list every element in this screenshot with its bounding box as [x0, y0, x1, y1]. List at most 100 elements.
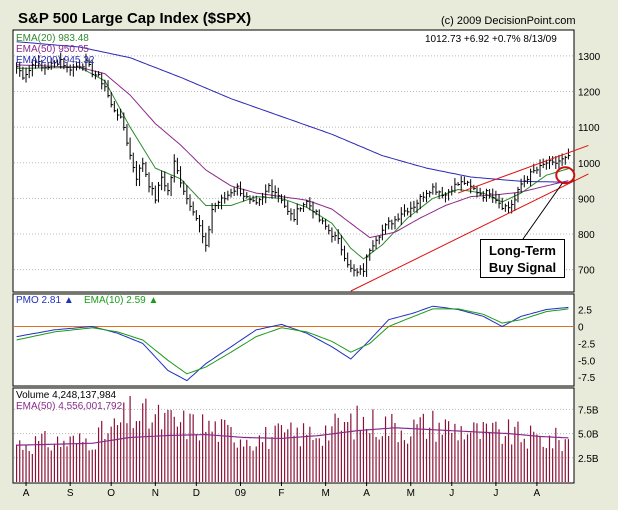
price-bar — [258, 197, 262, 206]
price-bar — [50, 57, 54, 70]
quote-readout: 1012.73 +6.92 +0.7% 8/13/09 — [425, 34, 557, 45]
x-tick-label: N — [152, 488, 159, 499]
volume-tick-label: 5.0B — [578, 430, 599, 441]
price-bar — [44, 63, 47, 75]
price-bar — [167, 182, 170, 196]
ema200-line — [16, 41, 569, 183]
price-bar — [517, 186, 520, 203]
price-bar — [63, 57, 66, 70]
price-bar — [25, 67, 29, 83]
price-bar — [567, 148, 571, 160]
price-bar — [315, 209, 319, 216]
price-bar — [334, 231, 338, 241]
volume-bars — [15, 395, 570, 482]
price-bar — [198, 214, 202, 233]
price-bar — [457, 182, 461, 186]
price-bar — [403, 204, 407, 217]
price-bar — [227, 190, 230, 201]
price-bar — [530, 168, 533, 187]
price-bar — [262, 192, 265, 205]
price-bar — [230, 188, 234, 198]
price-bar — [79, 60, 82, 70]
price-bar — [271, 179, 275, 199]
volume-ema-path — [16, 427, 569, 446]
price-bar — [31, 59, 35, 77]
price-bar — [470, 179, 473, 194]
price-bar — [75, 61, 79, 71]
price-bar — [306, 199, 309, 208]
price-bar — [82, 63, 85, 71]
x-tick-label: S — [67, 488, 74, 499]
price-bar — [416, 199, 420, 214]
price-bar — [331, 227, 334, 243]
x-tick-label: F — [278, 488, 284, 499]
price-bar — [426, 190, 429, 203]
copyright-notice: (c) 2009 DecisionPoint.com — [441, 15, 576, 27]
pmo-tick-label: -2.5 — [578, 339, 596, 350]
price-bar — [88, 58, 92, 67]
price-bar — [526, 175, 530, 184]
price-bar — [217, 200, 221, 209]
price-bar — [274, 185, 278, 199]
price-bar — [542, 158, 546, 169]
x-tick-label: 09 — [235, 488, 247, 499]
price-bar — [482, 191, 486, 202]
price-bar — [495, 190, 498, 204]
price-ema-lines — [16, 41, 569, 260]
price-bar — [151, 182, 155, 196]
price-tick-label: 700 — [578, 266, 595, 277]
buy-signal-marker — [522, 166, 576, 240]
price-bar — [293, 208, 297, 222]
price-bar — [120, 108, 123, 119]
price-bar — [356, 268, 360, 277]
price-bar — [176, 157, 180, 175]
price-bar — [489, 189, 492, 199]
price-tick-label: 1200 — [578, 88, 601, 99]
x-tick-label: A — [363, 488, 370, 499]
price-bar — [485, 188, 489, 202]
x-tick-label: A — [534, 488, 541, 499]
price-bar — [340, 235, 344, 256]
price-bar — [135, 160, 139, 187]
ema20-line — [16, 66, 569, 260]
price-tick-label: 1300 — [578, 52, 601, 63]
price-bar — [381, 224, 385, 241]
price-bar — [435, 182, 438, 195]
price-bar — [362, 263, 366, 277]
price-bar — [321, 217, 325, 225]
price-bar — [268, 183, 271, 193]
price-bar — [555, 156, 558, 170]
price-bar — [277, 187, 281, 203]
pmo-signal-line — [16, 308, 569, 375]
price-bar — [492, 188, 495, 203]
price-bar — [47, 62, 51, 71]
price-bar — [123, 112, 126, 131]
price-bar — [413, 200, 416, 213]
price-bar — [72, 63, 76, 77]
price-bar — [391, 219, 394, 230]
price-bar — [539, 159, 543, 177]
price-tick-label: 1100 — [578, 123, 600, 134]
price-bar — [170, 175, 174, 197]
price-bar — [549, 156, 552, 170]
trendlines — [350, 144, 589, 292]
price-bar — [394, 215, 397, 230]
pmo-tick-label: 2.5 — [578, 306, 592, 317]
price-bar — [157, 181, 161, 203]
price-bar — [16, 62, 19, 74]
price-bar — [369, 248, 372, 261]
pmo-tick-label: -5.0 — [578, 356, 596, 367]
price-bar — [366, 254, 369, 277]
legend-ema50: EMA(50) 950.05 — [16, 44, 89, 55]
price-bar — [161, 170, 164, 191]
price-bar — [104, 79, 107, 92]
pmo-panel — [12, 293, 575, 387]
legend-ema20: EMA(20) 983.48 — [16, 33, 89, 44]
legend-pmo-ema-text: EMA(10) 2.59 — [84, 295, 146, 306]
price-bar — [148, 172, 152, 193]
price-bar — [375, 236, 379, 249]
price-bar — [460, 176, 464, 191]
callout-pointer — [522, 182, 563, 240]
price-bar — [397, 213, 401, 222]
